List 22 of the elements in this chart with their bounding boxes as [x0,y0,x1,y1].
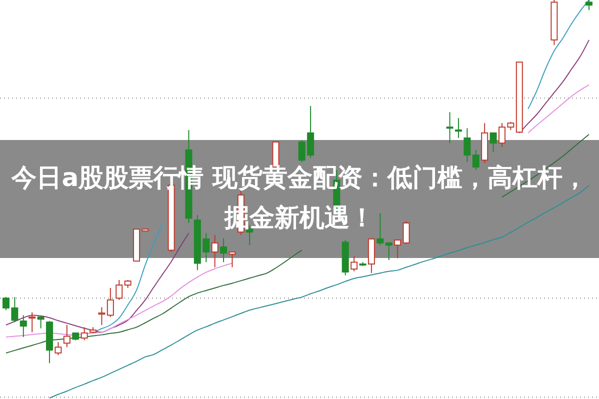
candlestick [116,279,123,300]
candlestick [446,112,454,144]
candlestick [98,306,106,326]
candlestick [220,238,228,263]
candlestick [54,342,62,356]
candlestick [350,256,358,272]
candlestick [28,312,36,333]
candlestick [464,128,471,162]
candlestick [385,242,392,261]
candlestick [37,316,44,329]
candlestick [376,212,384,246]
candlestick [106,287,114,318]
candlestick [472,149,480,170]
candlestick [402,220,410,245]
candlestick [211,234,218,268]
candlestick [20,314,27,338]
candlestick [63,324,70,348]
candlestick [490,132,497,153]
candlestick [394,240,402,259]
candlestick [454,118,462,138]
candlestick [586,0,592,11]
candlestick [228,252,236,268]
